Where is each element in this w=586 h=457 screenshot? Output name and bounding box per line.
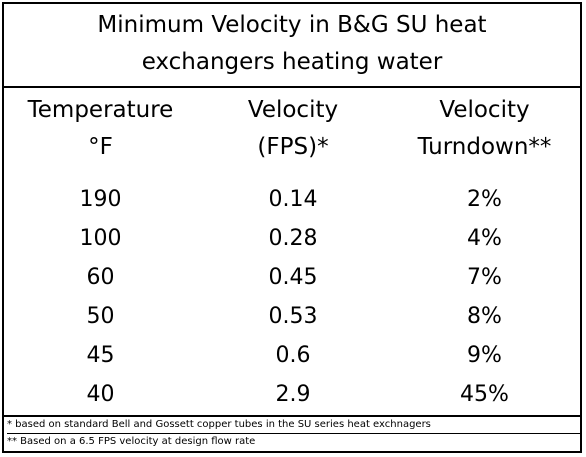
table-title: Minimum Velocity in B&G SU heat exchange… — [4, 4, 580, 88]
cell-turndown: 8% — [467, 304, 502, 329]
cell-turndown: 2% — [467, 187, 502, 212]
table-row: 100 0.28 4% — [4, 219, 580, 258]
cell-temperature: 60 — [86, 265, 115, 290]
header-turndown: Velocity Turndown** — [389, 88, 580, 180]
cell-velocity: 0.6 — [275, 343, 311, 368]
table-row: 190 0.14 2% — [4, 180, 580, 219]
header-temperature-line-2: °F — [88, 134, 113, 160]
cell-temperature: 190 — [79, 187, 122, 212]
cell-turndown: 4% — [467, 226, 502, 251]
header-turndown-line-2: Turndown** — [417, 134, 552, 160]
cell-temperature: 50 — [86, 304, 115, 329]
cell-turndown: 9% — [467, 343, 502, 368]
cell-velocity: 0.53 — [268, 304, 318, 329]
table-row: 40 2.9 45% — [4, 375, 580, 414]
cell-temperature: 100 — [79, 226, 122, 251]
header-temperature-line-1: Temperature — [27, 97, 174, 123]
table-row: 50 0.53 8% — [4, 297, 580, 336]
header-turndown-line-1: Velocity — [439, 97, 530, 123]
header-velocity: Velocity (FPS)* — [197, 88, 389, 180]
cell-turndown: 45% — [460, 382, 509, 407]
footnote-turndown: ** Based on a 6.5 FPS velocity at design… — [7, 433, 580, 450]
table-title-line-2: exchangers heating water — [141, 49, 443, 75]
table-title-line-1: Minimum Velocity in B&G SU heat — [97, 12, 487, 38]
velocity-table-frame: Minimum Velocity in B&G SU heat exchange… — [2, 2, 582, 453]
cell-velocity: 0.28 — [268, 226, 318, 251]
cell-turndown: 7% — [467, 265, 502, 290]
header-velocity-line-1: Velocity — [247, 97, 339, 123]
cell-velocity: 0.14 — [268, 187, 318, 212]
cell-temperature: 45 — [86, 343, 115, 368]
header-temperature: Temperature °F — [4, 88, 197, 180]
cell-velocity: 0.45 — [268, 265, 318, 290]
header-velocity-line-2: (FPS)* — [257, 134, 329, 160]
footnotes: * based on standard Bell and Gossett cop… — [4, 415, 580, 451]
table-row: 45 0.6 9% — [4, 336, 580, 375]
velocity-table: Temperature °F Velocity (FPS)* Velocity … — [4, 88, 580, 414]
cell-velocity: 2.9 — [275, 382, 311, 407]
footnote-velocity: * based on standard Bell and Gossett cop… — [7, 419, 431, 430]
cell-temperature: 40 — [86, 382, 115, 407]
table-row: 60 0.45 7% — [4, 258, 580, 297]
header-row: Temperature °F Velocity (FPS)* Velocity … — [4, 88, 580, 180]
